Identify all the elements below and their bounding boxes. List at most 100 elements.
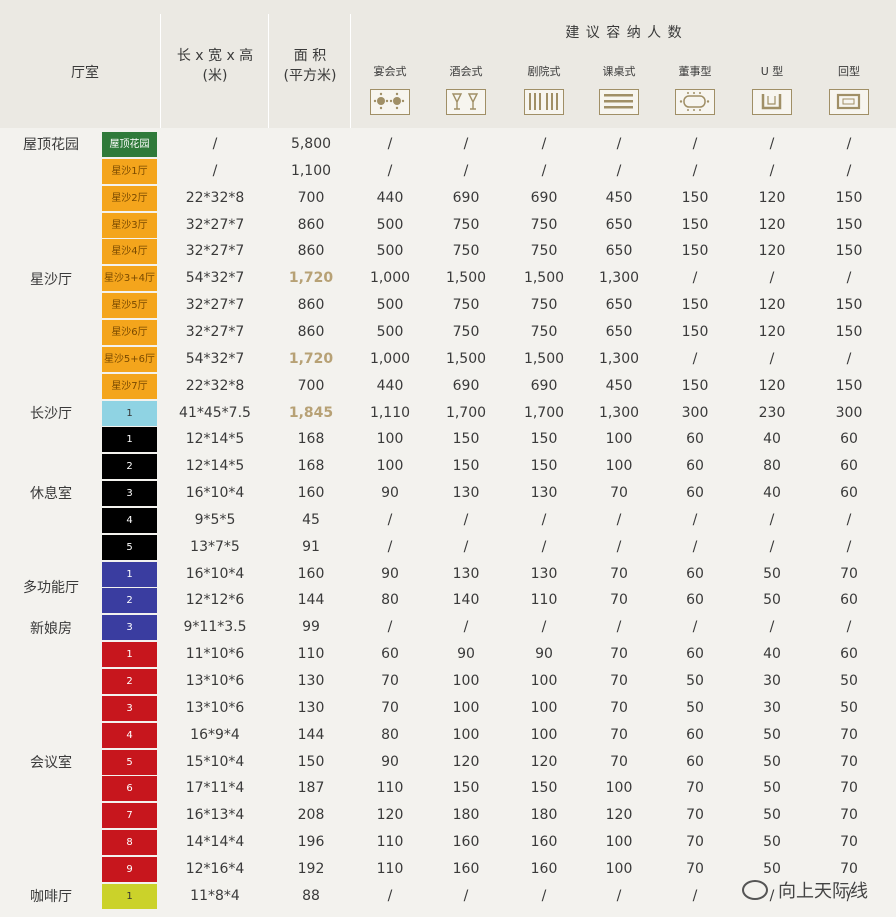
area-header: 面 积 (平方米) xyxy=(283,48,337,84)
capacity-cell: 300 xyxy=(681,404,709,421)
table-row: 5 13*7*5 91 / / / / / / / xyxy=(0,534,896,561)
dims-cell: 32*27*7 xyxy=(185,297,245,314)
capacity-cell: 100 xyxy=(452,673,480,689)
capacity-cell: 100 xyxy=(605,431,633,448)
capacity-cell: / xyxy=(463,887,469,904)
capacity-cell: / xyxy=(846,136,852,152)
sub-room-label: 3 xyxy=(102,615,157,641)
capacity-cell: / xyxy=(692,887,698,904)
capacity-cell: 120 xyxy=(758,216,786,233)
table-row: 星沙3+4厅 54*32*7 1,720 1,000 1,500 1,500 1,300 / /… xyxy=(0,265,896,292)
capacity-cell: 1,110 xyxy=(369,404,411,421)
capacity-cell: 120 xyxy=(758,189,786,206)
capacity-cell: 50 xyxy=(840,673,858,689)
dims-cell: 16*13*4 xyxy=(185,807,245,824)
table-row: 屋顶花园 / 5,800 / / / / / / / xyxy=(0,131,896,158)
capacity-cell: 150 xyxy=(530,458,558,475)
capacity-cell: 100 xyxy=(452,726,480,743)
capacity-header: 建 议 容 纳 人 数 xyxy=(565,25,683,41)
capacity-cell: 100 xyxy=(376,458,404,475)
capacity-cell: 70 xyxy=(840,726,858,743)
capacity-cell: 70 xyxy=(610,726,628,743)
capacity-cell: / xyxy=(463,538,469,555)
dims-cell: 12*16*4 xyxy=(185,860,245,877)
capacity-cell: / xyxy=(846,887,852,904)
sub-room-label: 星沙4厅 xyxy=(102,239,157,265)
capacity-cell: 230 xyxy=(758,404,786,421)
dims-cell: 9*11*3.5 xyxy=(183,619,247,636)
table-row: 星沙5厅 32*27*7 860 500 750 750 650 150 120 150 xyxy=(0,292,896,319)
area-cell: 1,720 xyxy=(288,350,334,367)
sub-room-label: 屋顶花园 xyxy=(102,132,157,157)
area-cell: 208 xyxy=(297,807,325,824)
sub-room-label: 1 xyxy=(102,561,157,587)
capacity-cell: 1,300 xyxy=(598,350,640,367)
capacity-cell: 70 xyxy=(840,807,858,824)
capacity-cell: 160 xyxy=(452,834,480,851)
capacity-cell: 1,500 xyxy=(445,350,487,367)
capacity-cell: / xyxy=(541,538,547,555)
capacity-cell: 750 xyxy=(530,216,558,233)
capacity-cell: / xyxy=(846,538,852,555)
table-row: 星沙6厅 32*27*7 860 500 750 750 650 150 120 150 xyxy=(0,319,896,346)
capacity-cell: / xyxy=(387,887,393,904)
capacity-cell: 150 xyxy=(530,431,558,448)
area-cell: 168 xyxy=(297,458,325,475)
capacity-cell: 50 xyxy=(686,673,704,689)
dims-cell: 22*32*8 xyxy=(185,377,245,394)
capacity-cell: 130 xyxy=(530,485,558,502)
capacity-cell: 690 xyxy=(530,189,558,206)
capacity-cell: 150 xyxy=(530,780,558,797)
dims-cell: 16*10*4 xyxy=(185,485,245,502)
capacity-cell: / xyxy=(769,162,775,179)
capacity-cell: 70 xyxy=(381,673,399,689)
capacity-cell: 100 xyxy=(530,673,558,689)
capacity-cell: / xyxy=(769,511,775,528)
capacity-cell: 500 xyxy=(376,243,404,260)
capacity-cell: 440 xyxy=(376,377,404,394)
capacity-cell: 30 xyxy=(763,699,781,716)
table-row: 3 9*11*3.5 99 / / / / / / / xyxy=(0,614,896,641)
capacity-cell: 90 xyxy=(381,753,399,770)
sub-room-label: 3 xyxy=(102,695,157,721)
capacity-cell: 70 xyxy=(840,565,858,582)
capacity-cell: 150 xyxy=(681,216,709,233)
area-cell: 1,720 xyxy=(288,270,334,287)
capacity-cell: 130 xyxy=(452,485,480,502)
capacity-cell: / xyxy=(692,511,698,528)
capacity-cell: 50 xyxy=(763,807,781,824)
table-row: 3 13*10*6 130 70 100 100 70 50 30 50 xyxy=(0,695,896,722)
capacity-cell: 90 xyxy=(457,646,475,663)
capacity-cell: 150 xyxy=(681,189,709,206)
sub-room-label: 6 xyxy=(102,776,157,802)
room-group-name: 咖啡厅 xyxy=(30,889,72,906)
capacity-cell: 50 xyxy=(763,592,781,609)
sub-room-label: 2 xyxy=(102,669,157,694)
sub-room-label: 星沙6厅 xyxy=(102,319,157,345)
dims-cell: 13*7*5 xyxy=(190,538,240,555)
capacity-cell: 130 xyxy=(530,565,558,582)
capacity-cell: 50 xyxy=(763,726,781,743)
capacity-cell: 40 xyxy=(763,431,781,448)
table-row: 7 16*13*4 208 120 180 180 120 70 50 70 xyxy=(0,802,896,829)
dims-cell: 15*10*4 xyxy=(185,753,245,770)
capacity-cell: 650 xyxy=(605,243,633,260)
layout-label: 宴会式 xyxy=(373,65,407,78)
room-group-name: 星沙厅 xyxy=(30,271,72,288)
capacity-cell: 120 xyxy=(758,323,786,340)
dims-cell: 11*10*6 xyxy=(185,646,245,663)
table-row: 星沙3厅 32*27*7 860 500 750 750 650 150 120 150 xyxy=(0,212,896,239)
sub-room-label: 3 xyxy=(102,481,157,507)
capacity-cell: 60 xyxy=(686,726,704,743)
capacity-cell: 40 xyxy=(763,646,781,663)
capacity-cell: 1,700 xyxy=(445,404,487,421)
capacity-cell: 150 xyxy=(681,243,709,260)
capacity-cell: 60 xyxy=(686,646,704,663)
capacity-cell: 80 xyxy=(763,458,781,475)
area-cell: 150 xyxy=(297,753,325,770)
table-row: 1 41*45*7.5 1,845 1,110 1,700 1,700 1,300 300 23… xyxy=(0,400,896,427)
table-row: 星沙4厅 32*27*7 860 500 750 750 650 150 120 150 xyxy=(0,238,896,265)
dims-cell: 22*32*8 xyxy=(185,189,245,206)
capacity-cell: / xyxy=(769,350,775,367)
sub-room-label: 4 xyxy=(102,507,157,533)
